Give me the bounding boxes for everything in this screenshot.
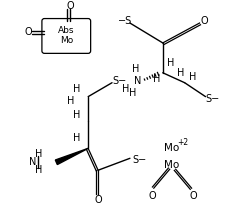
Text: H: H xyxy=(167,58,174,68)
Text: S−: S− xyxy=(133,155,147,165)
Text: H: H xyxy=(189,72,196,82)
Text: O: O xyxy=(148,191,156,201)
Text: O: O xyxy=(67,1,74,11)
Text: H: H xyxy=(73,84,80,94)
Text: O: O xyxy=(201,16,208,26)
Polygon shape xyxy=(55,148,88,165)
Text: Mo: Mo xyxy=(60,36,73,45)
FancyBboxPatch shape xyxy=(42,19,91,53)
Text: H: H xyxy=(67,96,74,106)
Text: S−: S− xyxy=(113,76,127,86)
Text: S−: S− xyxy=(205,94,220,104)
Text: H: H xyxy=(153,74,161,84)
Text: N: N xyxy=(29,157,36,167)
Text: H: H xyxy=(35,165,42,175)
Text: H: H xyxy=(132,64,140,74)
Text: +2: +2 xyxy=(177,138,188,147)
Text: Mo: Mo xyxy=(164,160,179,170)
Text: −S: −S xyxy=(118,16,132,26)
Text: H: H xyxy=(35,149,42,159)
Text: H: H xyxy=(73,133,80,143)
Text: N: N xyxy=(134,76,141,86)
Text: O: O xyxy=(25,27,32,37)
Text: H: H xyxy=(73,110,80,120)
Text: Mo: Mo xyxy=(164,143,179,153)
Text: O: O xyxy=(94,195,102,205)
Text: Abs: Abs xyxy=(58,27,74,36)
Text: H: H xyxy=(122,84,130,94)
Text: H: H xyxy=(177,68,184,78)
Text: O: O xyxy=(190,191,197,201)
Text: H: H xyxy=(129,88,137,98)
